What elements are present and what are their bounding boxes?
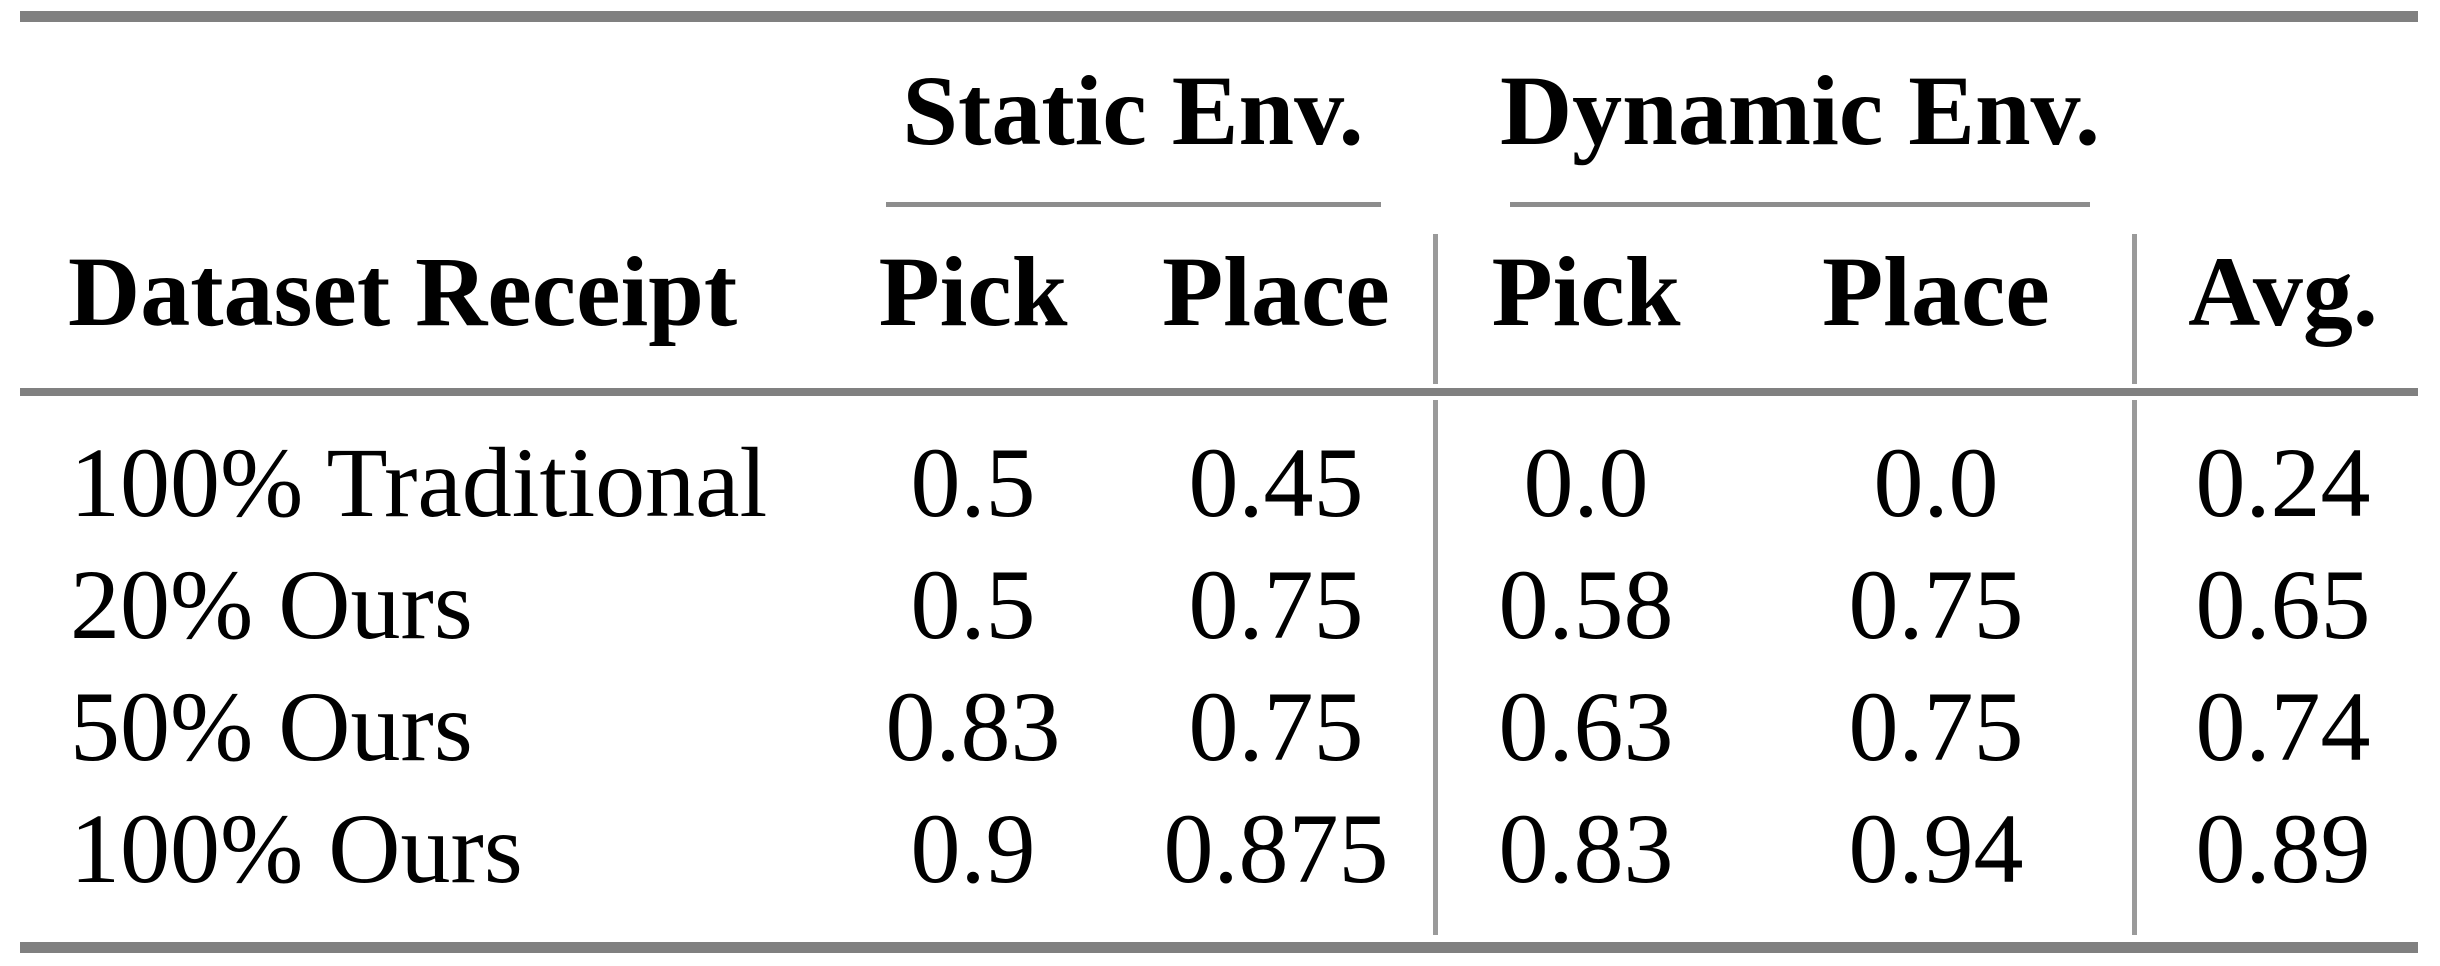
cell-dynamic-pick: 0.83 [1498,793,1674,904]
cell-static-pick: 0.5 [910,549,1036,660]
column-header-static-pick: Pick [878,236,1068,347]
column-header-dynamic-place: Place [1822,236,2050,347]
row-label: 50% Ours [70,671,473,782]
row-label: 20% Ours [70,549,473,660]
cell-avg: 0.24 [2195,427,2371,538]
bottom-rule [20,942,2418,953]
column-header-dataset: Dataset Receipt [68,236,738,347]
cell-dynamic-place: 0.75 [1848,671,2024,782]
cell-dynamic-pick: 0.58 [1498,549,1674,660]
cell-dynamic-place: 0.75 [1848,549,2024,660]
separator-dynamic-avg-header [2132,234,2137,384]
group-header-dynamic-env: Dynamic Env. [1499,55,2101,166]
cell-static-pick: 0.83 [885,671,1061,782]
cell-avg: 0.65 [2195,549,2371,660]
dynamic-env-underline [1510,202,2090,207]
separator-static-dynamic-body [1433,400,1438,935]
cell-dynamic-pick: 0.63 [1498,671,1674,782]
group-header-static-env: Static Env. [902,55,1364,166]
cell-dynamic-place: 0.94 [1848,793,2024,904]
cell-static-place: 0.75 [1188,549,1364,660]
cell-dynamic-place: 0.0 [1873,427,1999,538]
row-label: 100% Ours [70,793,523,904]
cell-avg: 0.74 [2195,671,2371,782]
separator-dynamic-avg-body [2132,400,2137,935]
column-header-dynamic-pick: Pick [1491,236,1681,347]
column-header-static-place: Place [1162,236,1390,347]
cell-static-place: 0.875 [1163,793,1389,904]
cell-static-pick: 0.9 [910,793,1036,904]
cell-static-place: 0.45 [1188,427,1364,538]
separator-static-dynamic-header [1433,234,1438,384]
cell-static-pick: 0.5 [910,427,1036,538]
top-rule [20,11,2418,22]
header-divider-rule [20,388,2418,396]
cell-dynamic-pick: 0.0 [1523,427,1649,538]
cell-avg: 0.89 [2195,793,2371,904]
cell-static-place: 0.75 [1188,671,1364,782]
static-env-underline [886,202,1381,207]
row-label: 100% Traditional [70,427,768,538]
column-header-avg: Avg. [2188,236,2378,347]
